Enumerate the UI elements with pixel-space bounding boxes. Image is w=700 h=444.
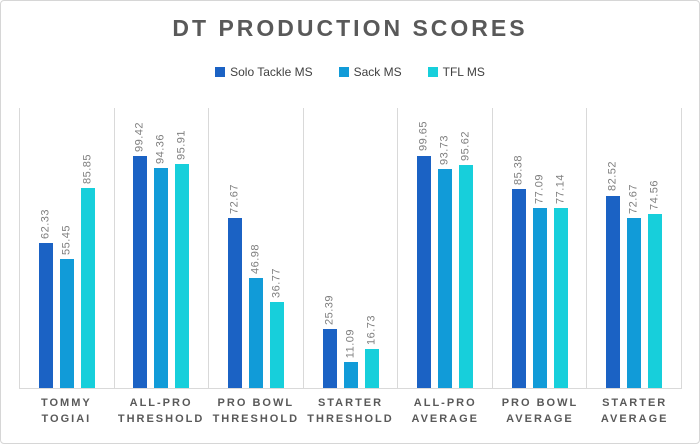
bars-row: 82.52 72.67 74.56 xyxy=(587,161,681,388)
bar: 25.39 xyxy=(322,295,337,388)
legend-label: Sack MS xyxy=(353,65,402,79)
legend-swatch-icon xyxy=(215,67,226,77)
bar-group: 82.52 72.67 74.56 xyxy=(586,108,683,388)
bar: 94.36 xyxy=(154,134,169,388)
bar-value-label: 85.85 xyxy=(81,153,94,184)
chart-title: DT PRODUCTION SCORES xyxy=(172,15,528,41)
bar: 77.14 xyxy=(553,174,568,388)
bar-value-label: 25.39 xyxy=(323,294,336,325)
bar-value-label: 85.38 xyxy=(512,154,525,185)
bar: 95.91 xyxy=(175,130,190,388)
bar: 95.62 xyxy=(459,131,474,388)
bar: 36.77 xyxy=(269,268,284,388)
category-label: PRO BOWL THRESHOLD xyxy=(212,397,300,425)
bar-value-label: 82.52 xyxy=(606,161,619,192)
bars-row: 99.42 94.36 95.91 xyxy=(115,122,209,388)
bar: 11.09 xyxy=(343,329,358,388)
bar: 99.42 xyxy=(133,122,148,388)
bar-value-label: 55.45 xyxy=(60,224,73,255)
bar-value-label: 99.42 xyxy=(133,121,146,152)
bar: 85.38 xyxy=(511,155,526,388)
bar-group: 62.33 55.45 85.85 xyxy=(19,108,114,388)
bar-value-label: 72.67 xyxy=(228,184,241,215)
legend-label: Solo Tackle MS xyxy=(230,65,313,79)
bars-row: 25.39 11.09 16.73 xyxy=(304,295,398,388)
bar-value-label: 95.91 xyxy=(175,130,188,161)
bar-value-label: 94.36 xyxy=(154,133,167,164)
bar: 16.73 xyxy=(364,315,379,388)
bar-value-label: 99.65 xyxy=(417,121,430,152)
category-label: STARTER THRESHOLD xyxy=(307,397,394,425)
bars-row: 99.65 93.73 95.62 xyxy=(398,121,492,388)
category-label: ALL-PRO AVERAGE xyxy=(411,397,480,425)
bar-group: 72.67 46.98 36.77 xyxy=(208,108,303,388)
bar-value-label: 62.33 xyxy=(39,208,52,239)
bar: 72.67 xyxy=(627,184,642,388)
bar-value-label: 72.67 xyxy=(627,184,640,215)
category-label: ALL-PRO THRESHOLD xyxy=(117,397,205,425)
bar-value-label: 74.56 xyxy=(648,179,661,210)
bar: 85.85 xyxy=(80,154,95,388)
bar-group: 99.65 93.73 95.62 xyxy=(397,108,492,388)
bar-value-label: 95.62 xyxy=(459,130,472,161)
bar-value-label: 16.73 xyxy=(365,314,378,345)
legend-swatch-icon xyxy=(427,67,438,77)
bars-row: 62.33 55.45 85.85 xyxy=(20,154,114,388)
bar: 46.98 xyxy=(248,244,263,388)
plot-area: 62.33 55.45 85.85 99.42 94.36 95.91 72.67 46.98… xyxy=(19,108,683,389)
category-label: STARTER AVERAGE xyxy=(600,397,669,425)
bar: 99.65 xyxy=(417,121,432,388)
bar-value-label: 77.09 xyxy=(533,174,546,205)
category-label: TOMMY TOGIAI xyxy=(40,397,92,425)
legend-item-solo-tackle-ms: Solo Tackle MS xyxy=(215,65,313,79)
bar-value-label: 93.73 xyxy=(438,135,451,166)
bar: 77.09 xyxy=(532,174,547,388)
bar-value-label: 36.77 xyxy=(270,268,283,299)
bar: 62.33 xyxy=(38,209,53,388)
bar-group: 25.39 11.09 16.73 xyxy=(302,108,398,388)
bar-value-label: 77.14 xyxy=(554,173,567,204)
bar: 72.67 xyxy=(227,184,242,388)
bar-group: 85.38 77.09 77.14 xyxy=(491,108,587,388)
legend-swatch-icon xyxy=(338,67,349,77)
legend: Solo Tackle MS Sack MS TFL MS xyxy=(1,65,699,79)
bar: 74.56 xyxy=(648,180,663,388)
bar-group: 99.42 94.36 95.91 xyxy=(113,108,209,388)
bar-value-label: 11.09 xyxy=(344,328,357,359)
bar: 82.52 xyxy=(606,161,621,388)
legend-item-sack-ms: Sack MS xyxy=(338,65,402,79)
legend-label: TFL MS xyxy=(442,65,485,79)
bars-row: 72.67 46.98 36.77 xyxy=(209,184,303,388)
bars-row: 85.38 77.09 77.14 xyxy=(493,155,587,388)
bar: 93.73 xyxy=(438,135,453,388)
category-axis: TOMMY TOGIAI ALL-PRO THRESHOLD PRO BOWL THRES… xyxy=(19,395,682,427)
bar-value-label: 46.98 xyxy=(249,244,262,275)
bar: 55.45 xyxy=(59,225,74,388)
category-label: PRO BOWL AVERAGE xyxy=(501,397,579,425)
legend-item-tfl-ms: TFL MS xyxy=(427,65,485,79)
